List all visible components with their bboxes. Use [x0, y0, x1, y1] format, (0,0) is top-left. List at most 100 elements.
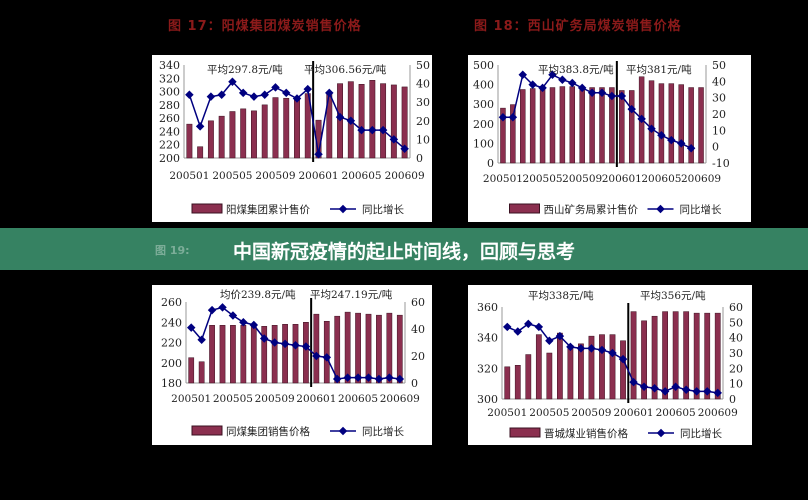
right-tick-label: 0: [712, 141, 719, 154]
growth-point-200506: [239, 318, 248, 327]
x-tick-label: 200601: [298, 170, 338, 182]
bar-200501: [188, 357, 195, 384]
bar-200606: [369, 80, 376, 159]
growth-point-200606: [364, 373, 373, 382]
chart-panel-2: 0 100 200 300 400 500 -10 0 10 20 30 40 50 平均383.8元/吨…: [468, 55, 751, 222]
growth-point-200607: [374, 374, 384, 384]
bar-200504: [535, 334, 542, 400]
right-tick-label: 50: [712, 59, 726, 72]
x-tick-label: 200601: [296, 393, 336, 405]
growth-point-200511: [292, 94, 302, 103]
average-annotation: 平均247.19元/吨: [310, 288, 393, 301]
growth-point-200609: [395, 374, 405, 384]
left-tick-label: 340: [159, 59, 180, 72]
growth-point-200608: [686, 144, 696, 153]
x-tick-label: 200609: [681, 173, 721, 185]
bar-200602: [628, 90, 635, 164]
x-tick-label: 200501: [169, 170, 209, 182]
growth-point-200604: [346, 116, 356, 126]
x-tick-label: 200509: [255, 170, 295, 182]
x-tick-label: 200501: [171, 393, 211, 405]
x-tick-label: 200609: [380, 393, 420, 405]
bar-200509: [271, 325, 278, 384]
figure-18-title: 图 18：西山矿务局煤炭销售价格: [474, 19, 682, 34]
growth-point-200510: [587, 88, 597, 98]
left-tick-label: 400: [473, 79, 494, 92]
right-tick-label: 0: [411, 377, 418, 390]
bar-200609: [698, 87, 704, 164]
bar-200604: [648, 80, 655, 164]
bar-200606: [365, 313, 372, 384]
bar-200509: [579, 87, 585, 164]
right-tick-label: 30: [712, 92, 726, 105]
growth-point-200509: [587, 344, 596, 353]
legend-bar-swatch: [509, 203, 540, 214]
growth-point-200605: [357, 125, 366, 135]
growth-point-200504: [534, 322, 544, 332]
bar-200609: [401, 86, 408, 159]
bar-200506: [240, 325, 247, 384]
growth-point-200502: [508, 113, 518, 122]
legend-line-label: 同比增长: [362, 425, 404, 438]
right-tick-label: 50: [729, 316, 743, 329]
growth-point-200503: [206, 92, 216, 101]
legend-line-marker: [656, 204, 665, 214]
right-tick-label: 0: [416, 152, 423, 165]
growth-point-200508: [568, 78, 577, 88]
right-tick-label: 20: [729, 362, 743, 375]
left-tick-label: 220: [159, 139, 180, 152]
legend-line-label: 同比增长: [680, 427, 722, 440]
legend-line-marker: [338, 204, 348, 214]
legend-bar-label: 西山矿务局累计售价: [544, 203, 639, 216]
bar-200608: [386, 312, 393, 384]
headline-text: 中国新冠疫情的起止时间线，回顾与思考: [232, 241, 575, 263]
chart-panel-1: 200 220 240 260 280 300 320 340 0 10 20 30 40 50 平均297…: [152, 55, 432, 222]
bar-200503: [520, 89, 526, 164]
growth-point-200501: [498, 113, 508, 122]
growth-point-200509: [271, 83, 280, 92]
x-tick-label: 200509: [255, 393, 295, 405]
growth-point-200607: [676, 139, 686, 148]
growth-point-200512: [607, 91, 617, 101]
bar-200503: [207, 120, 214, 159]
bar-200508: [261, 326, 268, 384]
bar-200501: [186, 123, 193, 159]
growth-point-200510: [597, 345, 607, 355]
right-tick-label: 0: [729, 393, 736, 406]
bar-200504: [218, 115, 225, 159]
growth-point-200503: [207, 305, 217, 315]
growth-point-200601: [314, 150, 323, 159]
growth-point-200506: [555, 331, 565, 341]
bar-200605: [658, 83, 665, 164]
bar-200512: [303, 322, 309, 384]
growth-point-200504: [217, 90, 226, 100]
bar-200502: [514, 365, 521, 400]
bar-200507: [567, 345, 574, 400]
x-tick-label: 200505: [523, 173, 563, 185]
bar-200507: [559, 86, 566, 164]
growth-point-200603: [637, 114, 646, 124]
left-tick-label: 500: [473, 59, 494, 72]
growth-point-200510: [280, 339, 290, 349]
bar-200502: [198, 361, 205, 384]
bar-200609: [714, 312, 721, 400]
x-tick-label: 200601: [602, 173, 642, 185]
growth-point-200604: [660, 387, 670, 396]
growth-point-200601: [629, 377, 638, 387]
bar-200508: [569, 86, 576, 164]
left-tick-label: 300: [159, 86, 180, 99]
legend-bar-swatch: [509, 427, 541, 438]
bar-200507: [251, 110, 257, 159]
x-tick-label: 200605: [641, 173, 681, 185]
left-tick-label: 240: [161, 316, 182, 329]
chart-panel-4: 300 320 340 360 0 10 20 30 40 50 60 平均338元/吨 平均356元/…: [468, 285, 752, 445]
bar-200501: [500, 107, 506, 164]
growth-point-200502: [195, 122, 205, 131]
bar-200506: [549, 87, 556, 164]
bar-200508: [578, 343, 584, 400]
right-tick-label: 30: [729, 347, 743, 360]
growth-point-200606: [368, 125, 377, 135]
growth-point-200508: [260, 90, 269, 100]
growth-point-200605: [353, 373, 363, 382]
bar-200511: [292, 324, 299, 384]
